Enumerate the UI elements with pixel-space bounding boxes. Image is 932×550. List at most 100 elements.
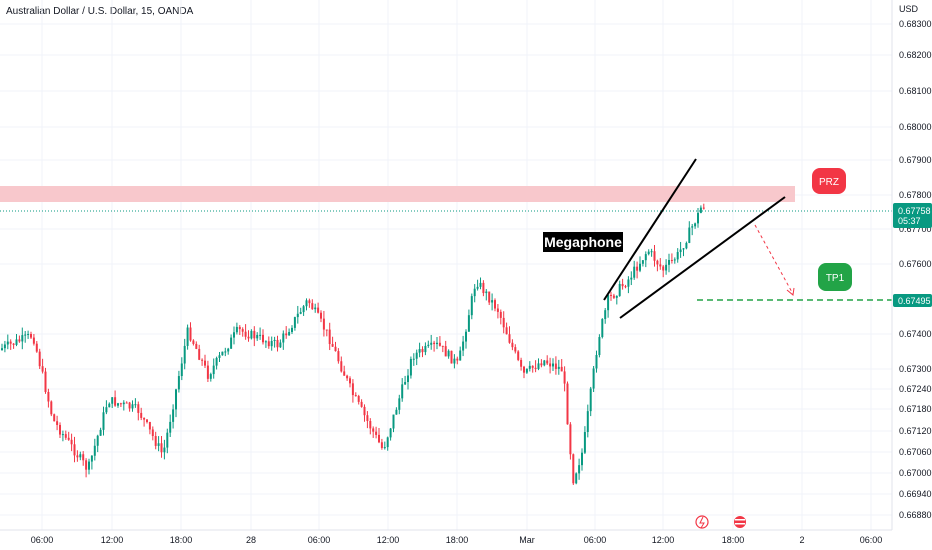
y-tick-label: 0.67900 (899, 155, 932, 165)
candle-body (250, 330, 253, 339)
candle-body (317, 307, 320, 313)
prz-tag: PRZ (819, 177, 839, 188)
y-tick-label: 0.67180 (899, 404, 932, 414)
candle-body (322, 318, 325, 330)
candle-body (154, 436, 157, 446)
candle-body (224, 351, 227, 353)
candle-body (676, 252, 679, 260)
candle-body (427, 344, 430, 346)
candle-body (633, 266, 636, 278)
candle-body (627, 279, 630, 287)
candle-body (456, 358, 459, 361)
tp1-tag: TP1 (826, 273, 845, 284)
candle-body (47, 391, 50, 402)
candle-body (38, 351, 41, 367)
candle-body (140, 412, 143, 418)
x-tick-label: 06:00 (860, 535, 883, 545)
candle-body (554, 363, 557, 369)
candle-body (128, 402, 131, 409)
candle-body (424, 345, 427, 353)
candle-body (282, 333, 285, 343)
candle-body (325, 329, 328, 331)
candle-body (9, 341, 12, 344)
projection-arrow-head (786, 287, 795, 296)
candle-body (378, 434, 380, 443)
candle-body (453, 358, 456, 364)
candle-body (444, 346, 447, 357)
candle-body (409, 358, 412, 376)
candle-body (3, 344, 6, 349)
candle-body (12, 343, 15, 345)
candle-body (401, 384, 404, 399)
x-tick-label: 18:00 (170, 535, 193, 545)
candle-body (61, 434, 64, 436)
candle-body (488, 291, 491, 303)
candle-body (30, 333, 32, 338)
x-tick-label: 12:00 (377, 535, 400, 545)
candle-body (305, 300, 308, 307)
candle-body (369, 421, 372, 429)
candle-body (552, 363, 554, 367)
candle-body (575, 473, 578, 484)
candle-body (363, 406, 366, 416)
candle-body (656, 260, 659, 265)
candle-body (288, 331, 291, 336)
candle-body (546, 360, 549, 364)
candle-body (543, 360, 546, 366)
candle-body (618, 283, 621, 296)
y-tick-label: 0.68300 (899, 19, 932, 29)
candle-body (476, 286, 479, 289)
x-tick-label: 18:00 (446, 535, 469, 545)
megaphone-lower-line (619, 196, 786, 319)
megaphone-label: Megaphone (544, 234, 622, 250)
candle-body (337, 351, 340, 362)
candle-body (520, 359, 523, 367)
candle-body (102, 412, 105, 430)
y-tick-label: 0.68000 (899, 122, 932, 132)
candle-body (70, 439, 73, 445)
y-tick-label: 0.67120 (899, 426, 932, 436)
candle-body (41, 366, 44, 372)
candle-body (595, 355, 598, 369)
candle-body (621, 283, 624, 287)
candle-body (218, 355, 221, 358)
candle-body (644, 254, 647, 261)
candle-body (525, 368, 528, 373)
candle-body (253, 330, 256, 339)
candle-body (299, 312, 302, 314)
candle-body (259, 334, 262, 336)
candle-body (679, 249, 682, 253)
candle-body (389, 428, 392, 438)
candle-body (241, 329, 244, 332)
candle-body (160, 443, 163, 453)
candle-body (380, 442, 383, 448)
y-tick-label: 0.68200 (899, 50, 932, 60)
candle-body (221, 351, 224, 356)
candle-body (163, 447, 166, 453)
candle-body (328, 329, 331, 345)
candle-body (111, 397, 114, 404)
candle-body (50, 401, 53, 415)
candle-body (438, 342, 441, 346)
candle-body (436, 342, 438, 345)
y-tick-label: 0.67700 (899, 224, 932, 234)
candle-body (235, 326, 238, 333)
candle-body (90, 455, 93, 462)
x-tick-label: 2 (799, 535, 804, 545)
candle-body (502, 317, 505, 328)
x-tick-label: 06:00 (31, 535, 54, 545)
candle-body (482, 282, 485, 294)
candle-body (276, 339, 279, 348)
candle-body (485, 291, 488, 294)
candle-body (6, 341, 9, 345)
candle-body (85, 460, 88, 470)
candle-body (572, 454, 575, 484)
candle-body (21, 335, 24, 342)
candle-body (496, 308, 499, 312)
candle-body (668, 259, 670, 265)
candle-body (662, 266, 665, 271)
candle-body (279, 342, 282, 348)
candle-body (291, 327, 293, 332)
candle-body (169, 421, 172, 433)
